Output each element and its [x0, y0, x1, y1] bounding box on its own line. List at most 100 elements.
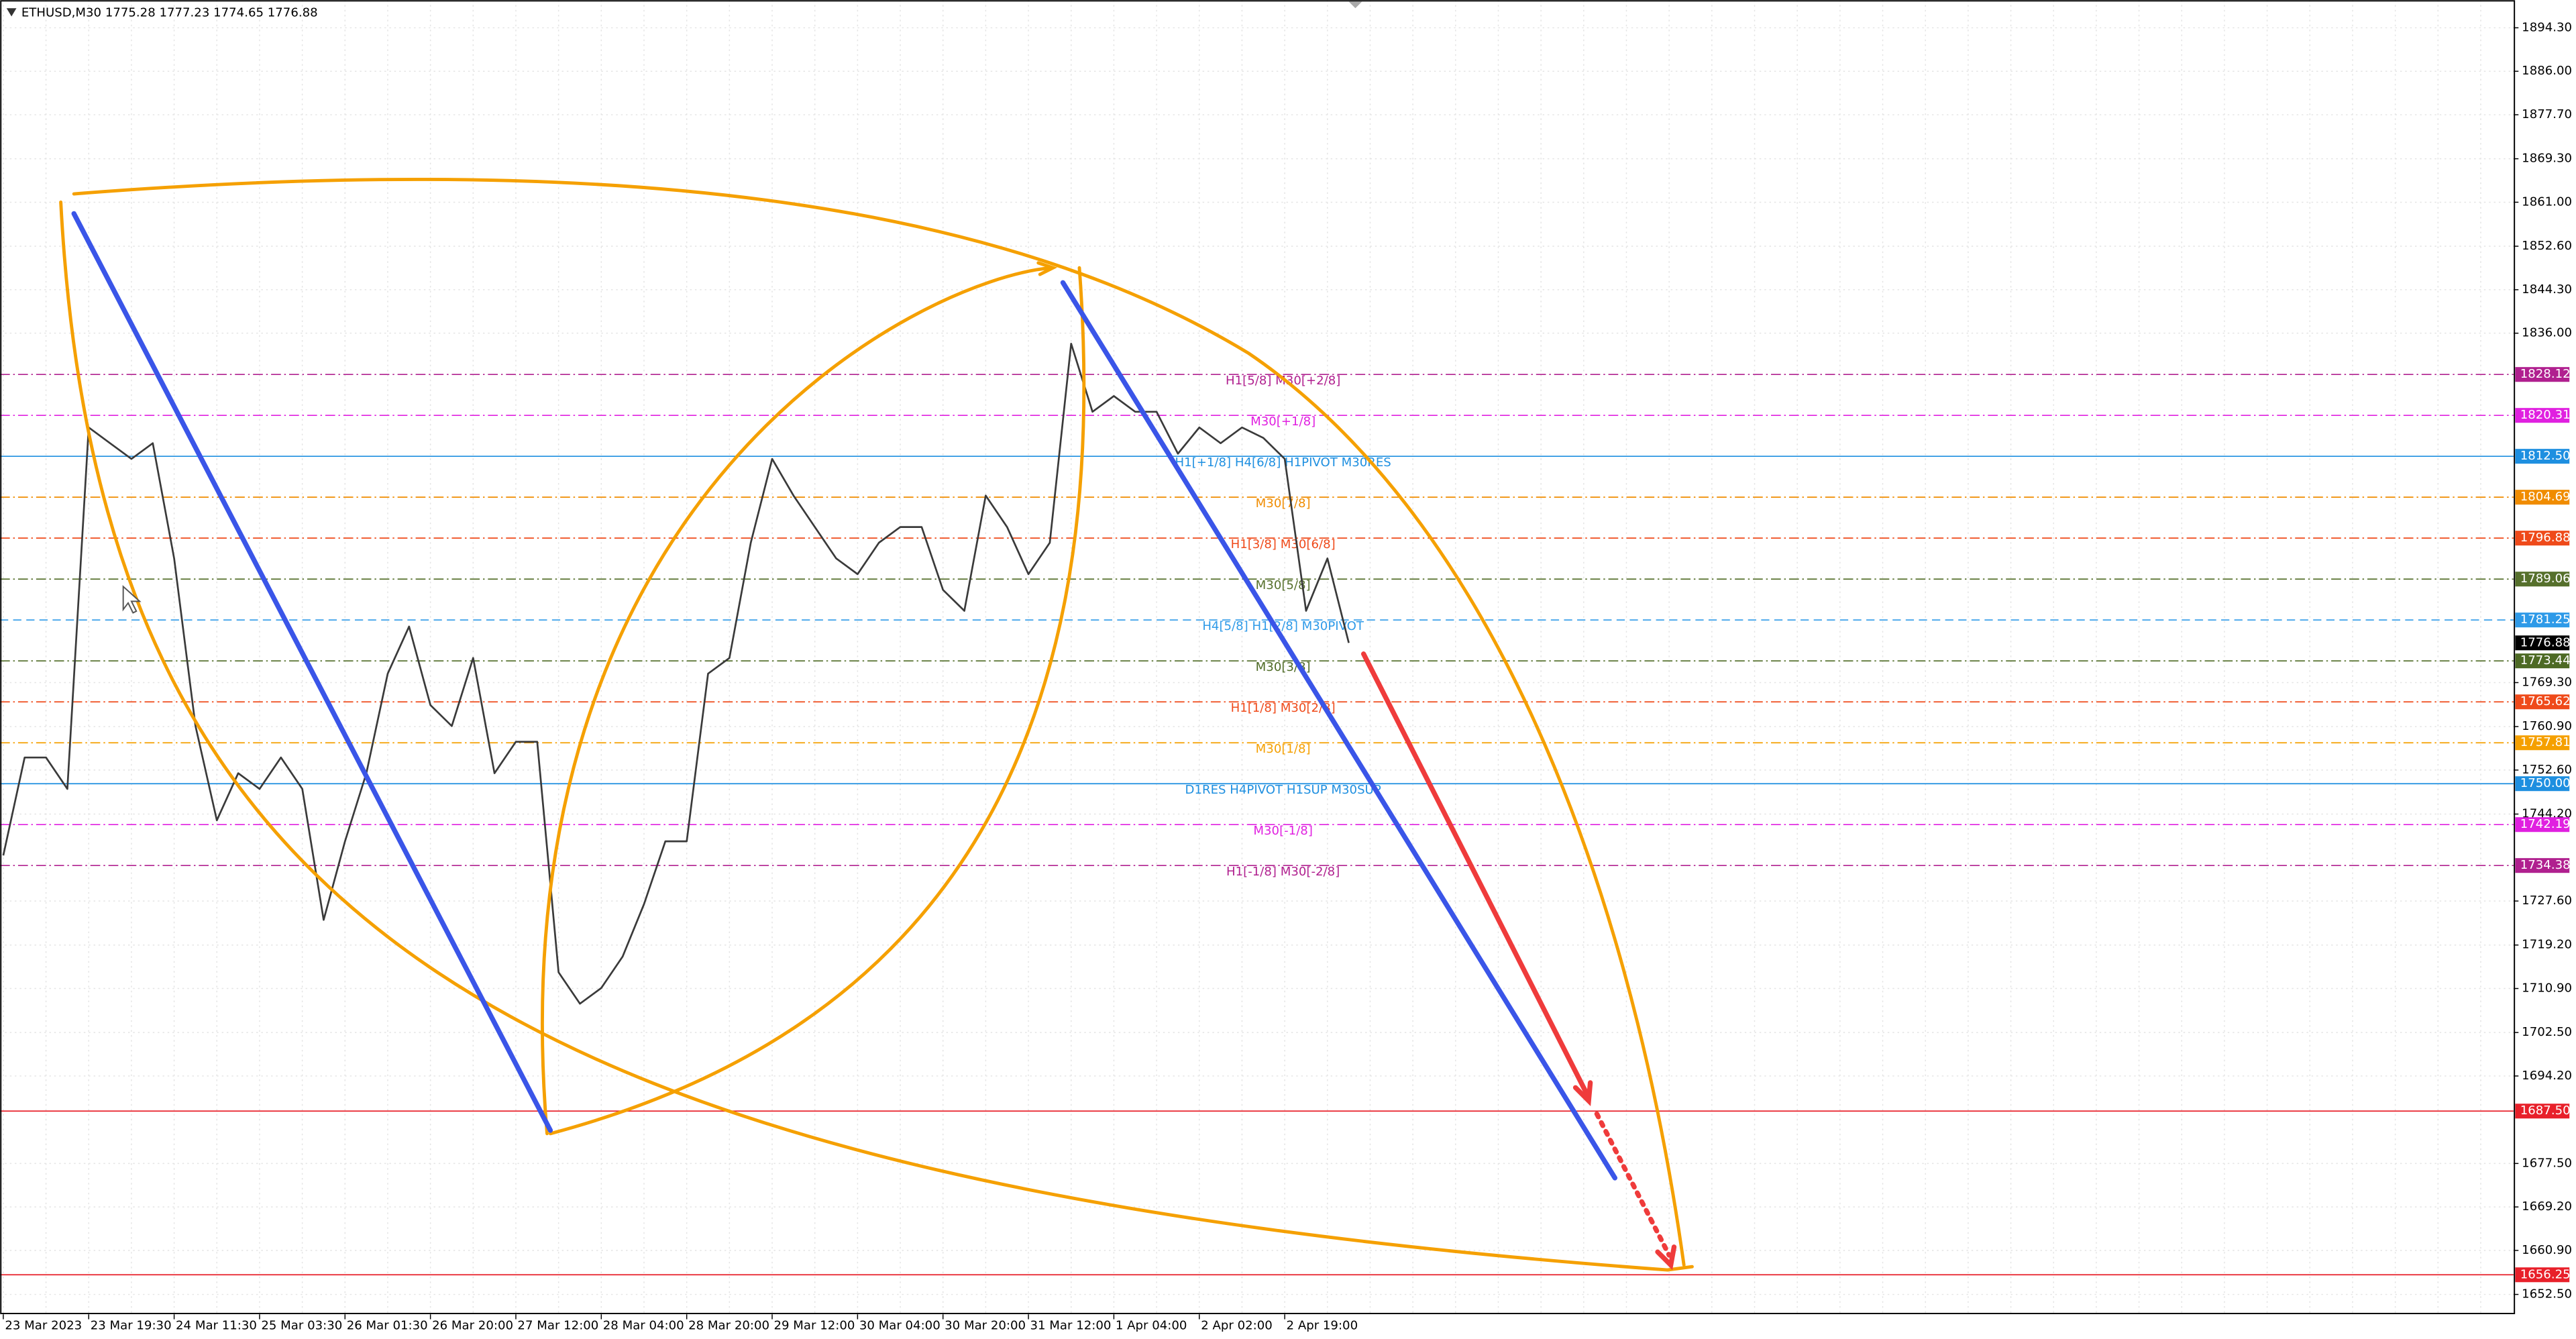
y-tick-label: 1760.90: [2522, 719, 2572, 733]
y-tick-label: 1869.30: [2522, 152, 2572, 166]
level-name: M30[1/8]: [1256, 742, 1311, 756]
symbol-icon: [6, 8, 17, 17]
arc-arrow: [1036, 261, 1058, 276]
level-name: M30[-1/8]: [1253, 824, 1312, 838]
trend-line: [1060, 280, 1618, 1181]
level-label: 1765.62: [2520, 694, 2571, 708]
level-label: 1776.88: [2520, 635, 2571, 649]
level-box: [2515, 572, 2570, 587]
y-tick-label: 1727.60: [2522, 894, 2572, 908]
y-tick-label: 1677.50: [2522, 1156, 2572, 1170]
level-label: 1812.50: [2520, 449, 2571, 463]
axes: 1894.30 1886.00 1877.70 1869.30 1861.00 1852.…: [3, 20, 2572, 1332]
price: [2, 342, 1350, 1005]
x-tick-label: 30 Mar 20:00: [945, 1318, 1026, 1332]
level-box: [2515, 694, 2570, 710]
x-tick-label: 1 Apr 04:00: [1116, 1318, 1187, 1332]
level-label: 1734.38: [2520, 858, 2571, 872]
level-box: [2515, 817, 2570, 833]
y-tick-label: 1861.00: [2522, 195, 2572, 209]
forecast-arrow: [1360, 651, 1590, 1097]
level-label: 1789.06: [2520, 572, 2571, 586]
y-tick-label: 1702.50: [2522, 1025, 2572, 1039]
x-tick-label: 30 Mar 04:00: [859, 1318, 941, 1332]
level-name: H1[+1/8] H4[6/8] H1PIVOT M30RES: [1175, 456, 1391, 470]
scroll-marker: [1348, 1, 1362, 9]
y-tick-label: 1894.30: [2522, 20, 2572, 34]
arrow-head: [1655, 1244, 1677, 1271]
level-box: [2515, 776, 2570, 792]
y-tick-label: 1852.60: [2522, 239, 2572, 253]
y-tick-label: 1652.50: [2522, 1287, 2572, 1301]
x-tick-label: 26 Mar 20:00: [432, 1318, 513, 1332]
x-tick-label: 24 Mar 11:30: [176, 1318, 257, 1332]
level-box: [2515, 635, 2570, 651]
x-tick-label: 2 Apr 19:00: [1287, 1318, 1358, 1332]
y-tick-label: 1669.20: [2522, 1199, 2572, 1214]
level-box: [2515, 449, 2570, 464]
x-tick-label: 23 Mar 2023: [5, 1318, 82, 1332]
chart-title: ETHUSD,M30 1775.28 1777.23 1774.65 1776.…: [21, 6, 318, 20]
y-tick-label: 1836.00: [2522, 326, 2572, 340]
level-box: [2515, 653, 2570, 669]
level-label: 1820.31: [2520, 408, 2571, 422]
level-name: H1[3/8] M30[6/8]: [1231, 537, 1336, 551]
y-tick-label: 1660.90: [2522, 1243, 2572, 1257]
level-name: D1RES H4PIVOT H1SUP M30SUP: [1185, 783, 1381, 797]
level-label: 1773.44: [2520, 653, 2571, 667]
y-tick-label: 1769.30: [2522, 676, 2572, 690]
x-tick-label: 29 Mar 12:00: [773, 1318, 855, 1332]
x-tick-label: 27 Mar 12:00: [517, 1318, 598, 1332]
level-name: M30[+1/8]: [1250, 415, 1316, 429]
y-tick-label: 1886.00: [2522, 64, 2572, 78]
y-tick-label: 1719.20: [2522, 938, 2572, 952]
level-label: 1757.81: [2520, 735, 2571, 749]
x-tick-label: 25 Mar 03:30: [261, 1318, 342, 1332]
level-label: 1804.69: [2520, 490, 2571, 504]
price-line: [2, 342, 1350, 1005]
grid: [0, 0, 2514, 1315]
x-tick-label: 28 Mar 20:00: [688, 1318, 769, 1332]
x-tick-label: 28 Mar 04:00: [603, 1318, 684, 1332]
level-box: [2515, 1104, 2570, 1119]
inner-arc-left: [541, 266, 1053, 1136]
level-box: [2515, 858, 2570, 873]
level-name: H4[5/8] H1[2/8] M30PIVOT: [1202, 619, 1364, 633]
drawings: [59, 1, 1694, 1272]
level-name: H1[-1/8] M30[-2/8]: [1226, 865, 1340, 879]
x-tick-label: 23 Mar 19:30: [91, 1318, 172, 1332]
level-label: 1656.25: [2520, 1267, 2571, 1281]
y-tick-label: 1694.20: [2522, 1069, 2572, 1083]
mouse-cursor: [122, 585, 142, 614]
plot-frame: [0, 0, 2516, 1314]
y-tick-label: 1710.90: [2522, 981, 2572, 996]
level-box: [2515, 408, 2570, 423]
level-label: 1742.19: [2520, 817, 2571, 831]
trend-line: [71, 211, 553, 1133]
level-label: 1828.12: [2520, 367, 2571, 381]
y-tick-label: 1752.60: [2522, 763, 2572, 777]
arrow-head: [1572, 1080, 1593, 1107]
level-name: H1[5/8] M30[+2/8]: [1226, 374, 1340, 388]
level-box: [2515, 490, 2570, 505]
level-box: [2515, 612, 2570, 628]
level-label: 1796.88: [2520, 531, 2571, 545]
level-label: 1687.50: [2520, 1104, 2571, 1118]
level-label: 1781.25: [2520, 612, 2571, 627]
y-tick-label: 1844.30: [2522, 282, 2572, 297]
level-box: [2515, 1267, 2570, 1283]
level-name: M30[5/8]: [1256, 578, 1311, 592]
x-tick-label: 2 Apr 02:00: [1201, 1318, 1273, 1332]
level-name: H1[1/8] M30[2/8]: [1231, 701, 1336, 715]
forecast-arrow-dotted: [1594, 1111, 1672, 1258]
levels: H1[5/8] M30[+2/8] M30[+1/8] H1[+1/8] H4[6/…: [0, 374, 2514, 1276]
x-tick-label: 26 Mar 01:30: [347, 1318, 428, 1332]
arc-tip: [1666, 1265, 1694, 1272]
outer-arc: [59, 200, 1670, 1272]
level-name: M30[7/8]: [1256, 496, 1311, 511]
level-box: [2515, 735, 2570, 751]
inner-arc-right: [548, 266, 1086, 1136]
